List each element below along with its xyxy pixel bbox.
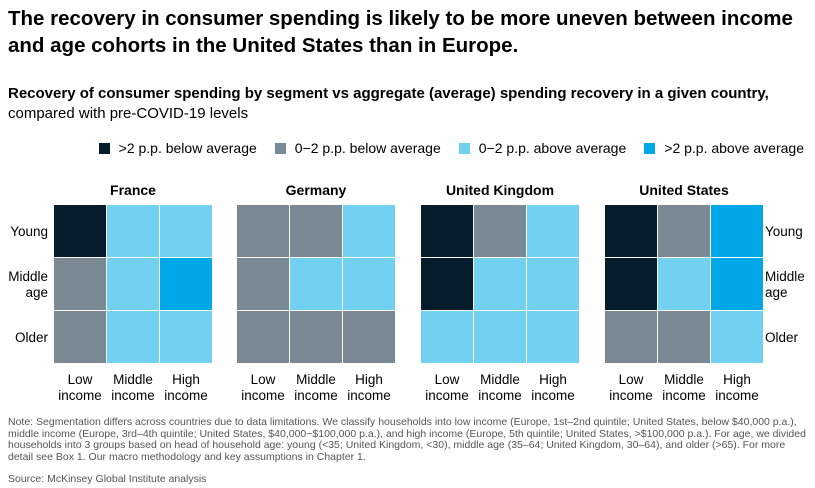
legend-swatch-below <box>274 142 286 154</box>
heatmap-cell-older-middle-income <box>107 311 159 363</box>
heatmap-cell-older-low-income <box>237 311 289 363</box>
heatmap-cell-older-low-income <box>54 311 106 363</box>
legend-swatch-above <box>458 142 470 154</box>
heatmap-cell-middle-age-middle-income <box>290 258 342 310</box>
panel-title: United Kingdom <box>446 182 554 198</box>
heatmap-cell-older-middle-income <box>290 311 342 363</box>
legend-label-below: 0−2 p.p. below average <box>294 140 441 156</box>
heatmap-cell-middle-age-high-income <box>343 258 395 310</box>
heatmap-cell-young-middle-income <box>474 205 526 257</box>
heatmap-cell-middle-age-low-income <box>237 258 289 310</box>
panel-united-kingdom: United Kingdom Low income Middle income High i… <box>421 182 579 403</box>
column-label-middle-income: Middle income <box>478 372 522 403</box>
row-label-young-right: Young <box>765 224 803 239</box>
row-label-middle-age-right: Middle age <box>765 269 805 300</box>
column-label-middle-income: Middle income <box>111 372 155 403</box>
panel-title: France <box>110 182 156 198</box>
row-label-middle-age-left: Middle age <box>8 269 48 300</box>
main-title: The recovery in consumer spending is lik… <box>8 7 793 57</box>
heatmap-cell-middle-age-low-income <box>421 258 473 310</box>
column-label-low-income: Low income <box>609 372 653 403</box>
row-label-older-left: Older <box>15 330 49 345</box>
row-label-young-left: Young <box>10 224 48 239</box>
heatmap-cell-older-low-income <box>605 311 657 363</box>
column-label-middle-income: Middle income <box>294 372 338 403</box>
heatmap-cell-middle-age-high-income <box>527 258 579 310</box>
legend-label-above: 0−2 p.p. above average <box>478 140 627 156</box>
panel-title: United States <box>639 182 729 198</box>
heatmap-cell-young-high-income <box>711 205 763 257</box>
footnote: Note: Segmentation differs across countr… <box>8 416 806 463</box>
panel-germany: Germany Low income Middle income High income <box>237 182 395 403</box>
row-label-older-right: Older <box>765 330 799 345</box>
legend-item-above: 0−2 p.p. above average <box>458 139 627 157</box>
legend-item-far-below: >2 p.p. below average <box>98 139 257 157</box>
heatmap-cell-older-middle-income <box>474 311 526 363</box>
legend-label-far-below: >2 p.p. below average <box>118 140 257 156</box>
subtitle-bold: Recovery of consumer spending by segment… <box>8 85 769 102</box>
column-label-high-income: High income <box>531 372 575 403</box>
heatmap-cell-older-high-income <box>527 311 579 363</box>
heatmap-cell-young-low-income <box>421 205 473 257</box>
source-note: Source: McKinsey Global Institute analys… <box>8 473 207 485</box>
heatmap-cell-older-high-income <box>160 311 212 363</box>
heatmap-cell-young-high-income <box>160 205 212 257</box>
heatmap-cell-middle-age-low-income <box>54 258 106 310</box>
column-label-high-income: High income <box>164 372 208 403</box>
heatmap-cell-middle-age-high-income <box>160 258 212 310</box>
column-label-low-income: Low income <box>241 372 285 403</box>
heatmap-cell-young-low-income <box>605 205 657 257</box>
column-label-high-income: High income <box>347 372 391 403</box>
panel-united-states: United States Low income Middle income High in… <box>605 182 763 403</box>
legend: >2 p.p. below average 0−2 p.p. below ave… <box>98 139 804 157</box>
legend-item-below: 0−2 p.p. below average <box>274 139 441 157</box>
heatmap-cell-middle-age-middle-income <box>474 258 526 310</box>
heatmap-cell-young-low-income <box>237 205 289 257</box>
heatmap-cell-young-middle-income <box>290 205 342 257</box>
heatmap-cell-older-high-income <box>343 311 395 363</box>
column-label-high-income: High income <box>715 372 759 403</box>
legend-swatch-far-below <box>98 142 110 154</box>
heatmap-cell-young-high-income <box>343 205 395 257</box>
column-label-low-income: Low income <box>58 372 102 403</box>
heatmap-cell-middle-age-low-income <box>605 258 657 310</box>
heatmap-cell-middle-age-high-income <box>711 258 763 310</box>
heatmap-cell-middle-age-middle-income <box>107 258 159 310</box>
heatmap-cell-young-middle-income <box>107 205 159 257</box>
column-label-middle-income: Middle income <box>662 372 706 403</box>
chart-subtitle: Recovery of consumer spending by segment… <box>8 84 808 124</box>
heatmap-cell-older-middle-income <box>658 311 710 363</box>
heatmap-cell-young-low-income <box>54 205 106 257</box>
heatmap-cell-young-middle-income <box>658 205 710 257</box>
heatmap-cell-middle-age-middle-income <box>658 258 710 310</box>
heatmap-cell-young-high-income <box>527 205 579 257</box>
column-label-low-income: Low income <box>425 372 469 403</box>
legend-label-far-above: >2 p.p. above average <box>664 140 804 156</box>
panel-france: France Low income Middle income High income <box>54 182 212 403</box>
heatmap-cell-older-high-income <box>711 311 763 363</box>
subtitle-rest: compared with pre-COVID-19 levels <box>8 105 249 122</box>
legend-item-far-above: >2 p.p. above average <box>644 139 804 157</box>
panel-title: Germany <box>286 182 347 198</box>
heatmap-cell-older-low-income <box>421 311 473 363</box>
legend-swatch-far-above <box>644 142 656 154</box>
